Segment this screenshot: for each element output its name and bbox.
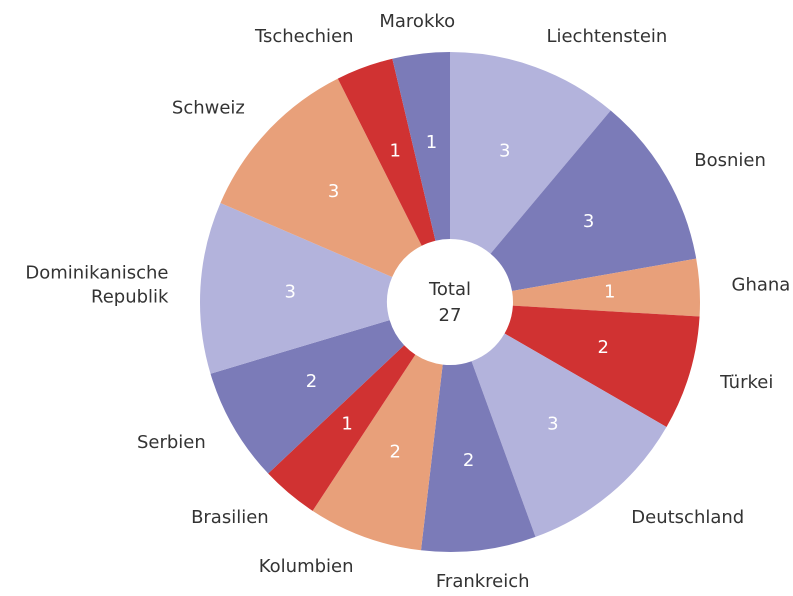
category-label: Kolumbien: [259, 556, 354, 577]
slice: [210, 320, 405, 474]
slice: [512, 258, 700, 317]
value-label: 3: [547, 414, 558, 435]
category-label: Frankreich: [436, 571, 530, 592]
value-label: 1: [341, 414, 352, 435]
value-label: 2: [390, 441, 401, 462]
category-label: Schweiz: [172, 97, 245, 118]
slice: [420, 361, 536, 552]
value-label: 2: [598, 337, 609, 358]
slice: [392, 52, 450, 241]
value-label: 1: [604, 282, 615, 303]
center-label: Total: [428, 279, 471, 300]
slices: [200, 52, 700, 552]
category-label: Marokko: [379, 11, 455, 32]
slice: [268, 345, 416, 511]
category-label: Bosnien: [694, 150, 766, 171]
category-label: Dominikanische Republik: [25, 263, 169, 308]
slice: [504, 305, 700, 427]
slice: [450, 52, 611, 254]
category-label: Brasilien: [191, 507, 269, 528]
category-label: Türkei: [719, 372, 773, 393]
center-total: 27: [439, 305, 462, 326]
category-label: Serbien: [137, 432, 206, 453]
slice: [220, 78, 422, 278]
value-label: 3: [328, 181, 339, 202]
category-label: Ghana: [732, 275, 791, 296]
value-label: 3: [499, 141, 510, 162]
value-label: 1: [426, 132, 437, 153]
value-label: 3: [583, 211, 594, 232]
category-label: Tschechien: [254, 26, 354, 47]
slice: [471, 333, 667, 537]
value-label: 2: [463, 450, 474, 471]
category-label: Liechtenstein: [546, 26, 667, 47]
slice: [490, 110, 697, 292]
slice: [312, 354, 443, 551]
category-label: Deutschland: [631, 507, 744, 528]
slice: [200, 202, 393, 374]
value-label: 1: [390, 141, 401, 162]
slice: [337, 58, 436, 246]
value-label: 2: [306, 371, 317, 392]
value-label: 3: [285, 282, 296, 303]
